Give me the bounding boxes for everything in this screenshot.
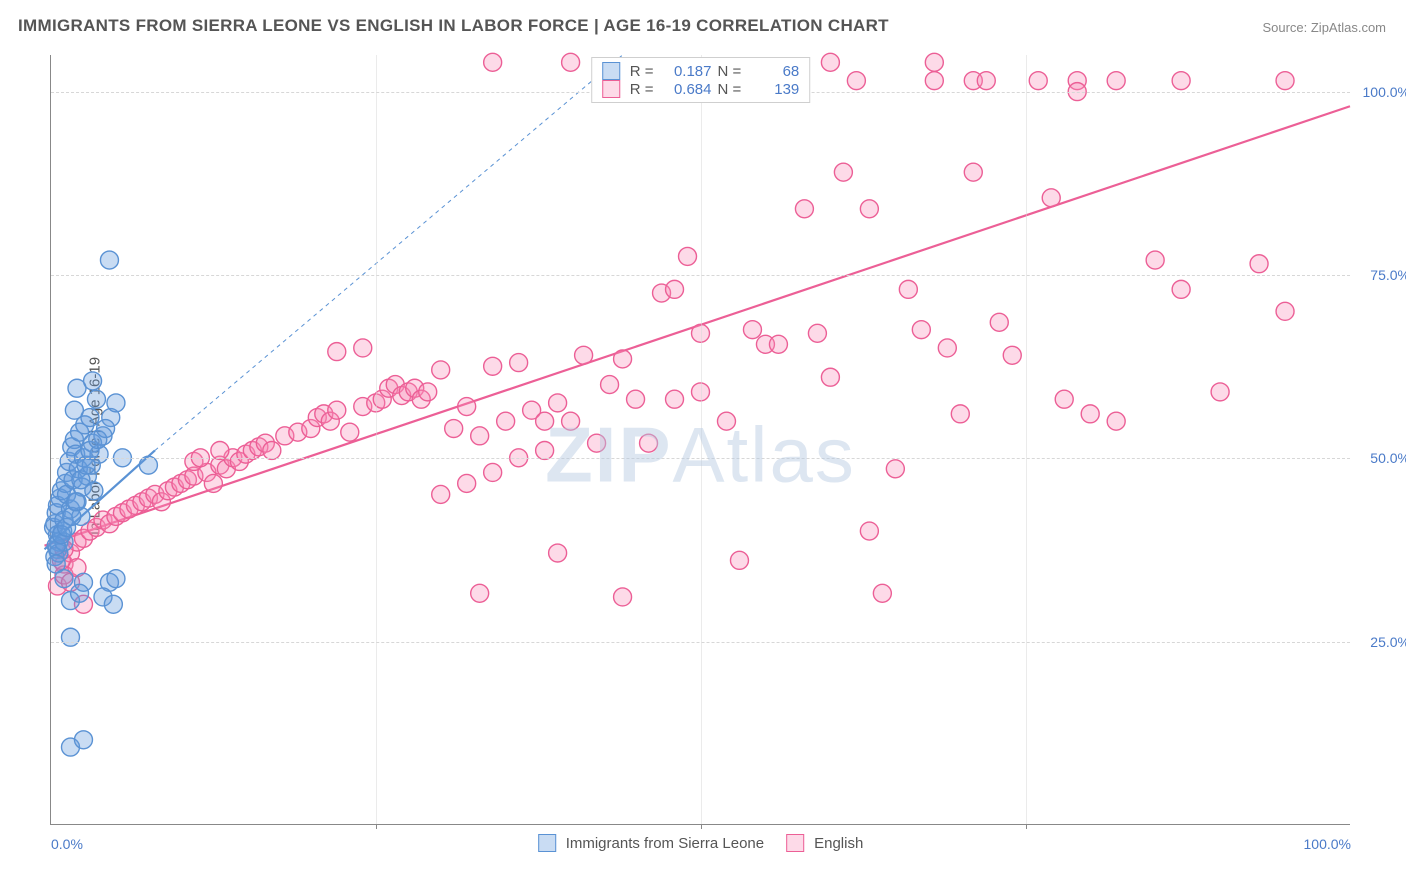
- r-value-english: 0.684: [660, 81, 712, 98]
- y-tick-label: 75.0%: [1370, 267, 1406, 283]
- legend-row-sierra-leone: R = 0.187 N = 68: [602, 62, 800, 80]
- legend-item-sierra-leone: Immigrants from Sierra Leone: [538, 834, 764, 852]
- r-label: R =: [630, 63, 654, 80]
- x-tick-mark: [1026, 824, 1027, 829]
- n-label: N =: [718, 81, 742, 98]
- n-label: N =: [718, 63, 742, 80]
- n-value-english: 139: [747, 81, 799, 98]
- gridline-v: [376, 55, 377, 824]
- gridline-v: [1026, 55, 1027, 824]
- legend-label-english: English: [814, 835, 863, 852]
- legend-swatch-icon: [786, 834, 804, 852]
- x-tick-label: 100.0%: [1304, 836, 1351, 852]
- legend-label-sierra-leone: Immigrants from Sierra Leone: [566, 835, 764, 852]
- source-attribution: Source: ZipAtlas.com: [1262, 20, 1386, 35]
- y-tick-label: 25.0%: [1370, 634, 1406, 650]
- n-value-sierra-leone: 68: [747, 63, 799, 80]
- gridline-v: [701, 55, 702, 824]
- legend-swatch-icon: [538, 834, 556, 852]
- r-label: R =: [630, 81, 654, 98]
- legend-row-english: R = 0.684 N = 139: [602, 80, 800, 98]
- legend-item-english: English: [786, 834, 863, 852]
- correlation-legend: R = 0.187 N = 68 R = 0.684 N = 139: [591, 57, 811, 103]
- y-tick-label: 50.0%: [1370, 450, 1406, 466]
- legend-swatch-sierra-leone: [602, 62, 620, 80]
- plot-area: ZIPAtlas R = 0.187 N = 68 R = 0.684 N = …: [50, 55, 1350, 825]
- x-tick-mark: [376, 824, 377, 829]
- x-tick-label: 0.0%: [51, 836, 83, 852]
- y-tick-label: 100.0%: [1363, 84, 1406, 100]
- chart-title: IMMIGRANTS FROM SIERRA LEONE VS ENGLISH …: [18, 16, 889, 36]
- r-value-sierra-leone: 0.187: [660, 63, 712, 80]
- series-legend: Immigrants from Sierra Leone English: [538, 834, 864, 852]
- x-tick-mark: [701, 824, 702, 829]
- legend-swatch-english: [602, 80, 620, 98]
